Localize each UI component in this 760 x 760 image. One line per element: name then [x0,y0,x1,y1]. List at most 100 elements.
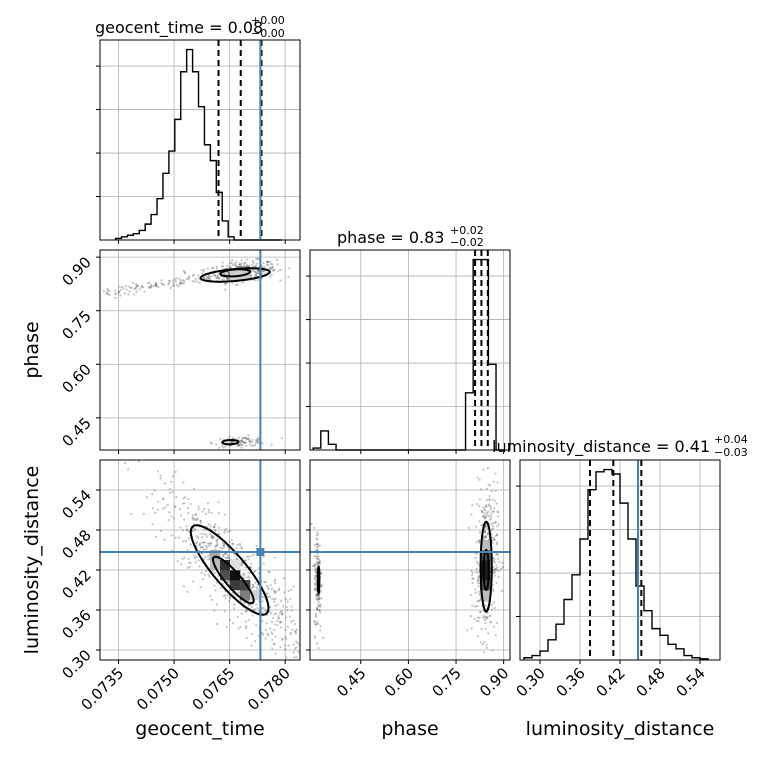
p10-scatter-point [106,287,109,291]
p10-scatter-point [150,286,153,289]
p21-scatter-point [315,593,318,596]
p21-scatter-point [491,608,494,611]
p20-scatter-point [216,544,219,547]
p10-scatter-point [249,440,252,443]
p20-scatter-point [153,489,157,492]
p21-scatter-point [313,582,316,586]
p10-scatter-point [210,275,213,278]
p21-scatter-point [492,480,495,483]
p20-scatter-point [208,532,211,535]
p21-scatter-point [318,544,322,547]
p20-scatter-point [242,576,245,579]
p21-scatter-point [501,561,504,564]
p10-scatter-point [149,286,152,289]
p21-scatter-point [491,649,494,652]
p20-scatter-point [282,605,285,608]
title-phase: phase = 0.83 [337,228,444,247]
p10-scatter-point [266,260,269,263]
p21-scatter-point [492,571,495,574]
p21-scatter-point [314,612,317,615]
p10-scatter-point [204,277,208,281]
p20-scatter-point [227,580,230,584]
p20-scatter-point [176,560,179,563]
p21-scatter-point [477,575,480,578]
p10-scatter-point [187,277,191,280]
p21-scatter-point [484,531,487,534]
p20-scatter-point [286,600,289,603]
p21-scatter-point [488,495,491,498]
p20-scatter-point [276,603,279,606]
p21-scatter-point [466,629,469,632]
p21-scatter-point [483,515,486,519]
p21-scatter-point [315,537,318,540]
p21-x-label-2: 0.75 [429,664,465,700]
p20-scatter-point [210,535,214,538]
p20-scatter-point [285,598,288,601]
p10-scatter-point [118,290,121,293]
p10-scatter-point [114,292,117,295]
p20-scatter-point [224,552,227,555]
p10-scatter-point [179,281,182,285]
p20-scatter-point [270,620,274,624]
p21-scatter-point [487,503,491,506]
p21-scatter-point [484,534,487,538]
p10-scatter-point [241,437,244,440]
p10-scatter-point [224,445,227,448]
p21-scatter-point [315,568,318,571]
p10-scatter-point [243,441,246,444]
p21-scatter-point [477,571,480,574]
p10-scatter-point [230,261,233,265]
p10-scatter-point [222,278,225,281]
p20-scatter-point [240,612,243,615]
p20-scatter-point [170,534,173,537]
p10-scatter-point [118,285,121,288]
p20-scatter-point [173,505,177,508]
p21-scatter-point [477,619,480,623]
p10-scatter-point [208,276,211,279]
p21-scatter-point [477,590,480,593]
p20-scatter-point [278,620,281,624]
p10-scatter-point [244,261,247,264]
p20-scatter-point [293,630,297,633]
p20-scatter-point [187,507,190,510]
p20-scatter-point [192,517,195,520]
p20-scatter-point [278,611,282,614]
p10-scatter-point [243,265,247,268]
p20-scatter-point [186,548,189,552]
p10-scatter-point [212,273,215,276]
p20-scatter-point [270,587,274,590]
p20-scatter-point [174,536,177,539]
p10-scatter-point [134,283,138,286]
p10-scatter-point [254,443,257,447]
p20-scatter-point [179,514,183,517]
p21-scatter-point [491,588,495,591]
p20-scatter-point [226,530,229,533]
p21-scatter-point [490,489,493,493]
p10-scatter-point [248,440,251,443]
p21-scatter-point [497,510,500,514]
p10-scatter-point [229,265,232,269]
p20-scatter-point [295,646,298,649]
p10-scatter-point [108,293,111,296]
p10-scatter-point [234,283,238,287]
p10-scatter-point [236,444,240,448]
p10-scatter-point [234,264,237,267]
p20-scatter-point [171,490,174,493]
p21-scatter-point [315,608,319,611]
p10-scatter-point [256,272,259,275]
p10-scatter-point [143,290,146,293]
p20-scatter-point [290,620,293,623]
p21-scatter-point [319,589,323,593]
p21-scatter-point [482,508,486,511]
p21-scatter-point [315,557,318,560]
p20-scatter-point [266,592,269,595]
p10-scatter-point [149,284,153,287]
p20-scatter-point [187,530,191,533]
p20-scatter-point [273,600,276,603]
p20-scatter-point [204,544,207,547]
p10-scatter-point [222,446,225,449]
title-geocent-time-minus: −0.00 [251,27,285,40]
p20-scatter-point [238,542,241,546]
p20-scatter-point [213,526,216,529]
p20-scatter-point [187,557,190,560]
